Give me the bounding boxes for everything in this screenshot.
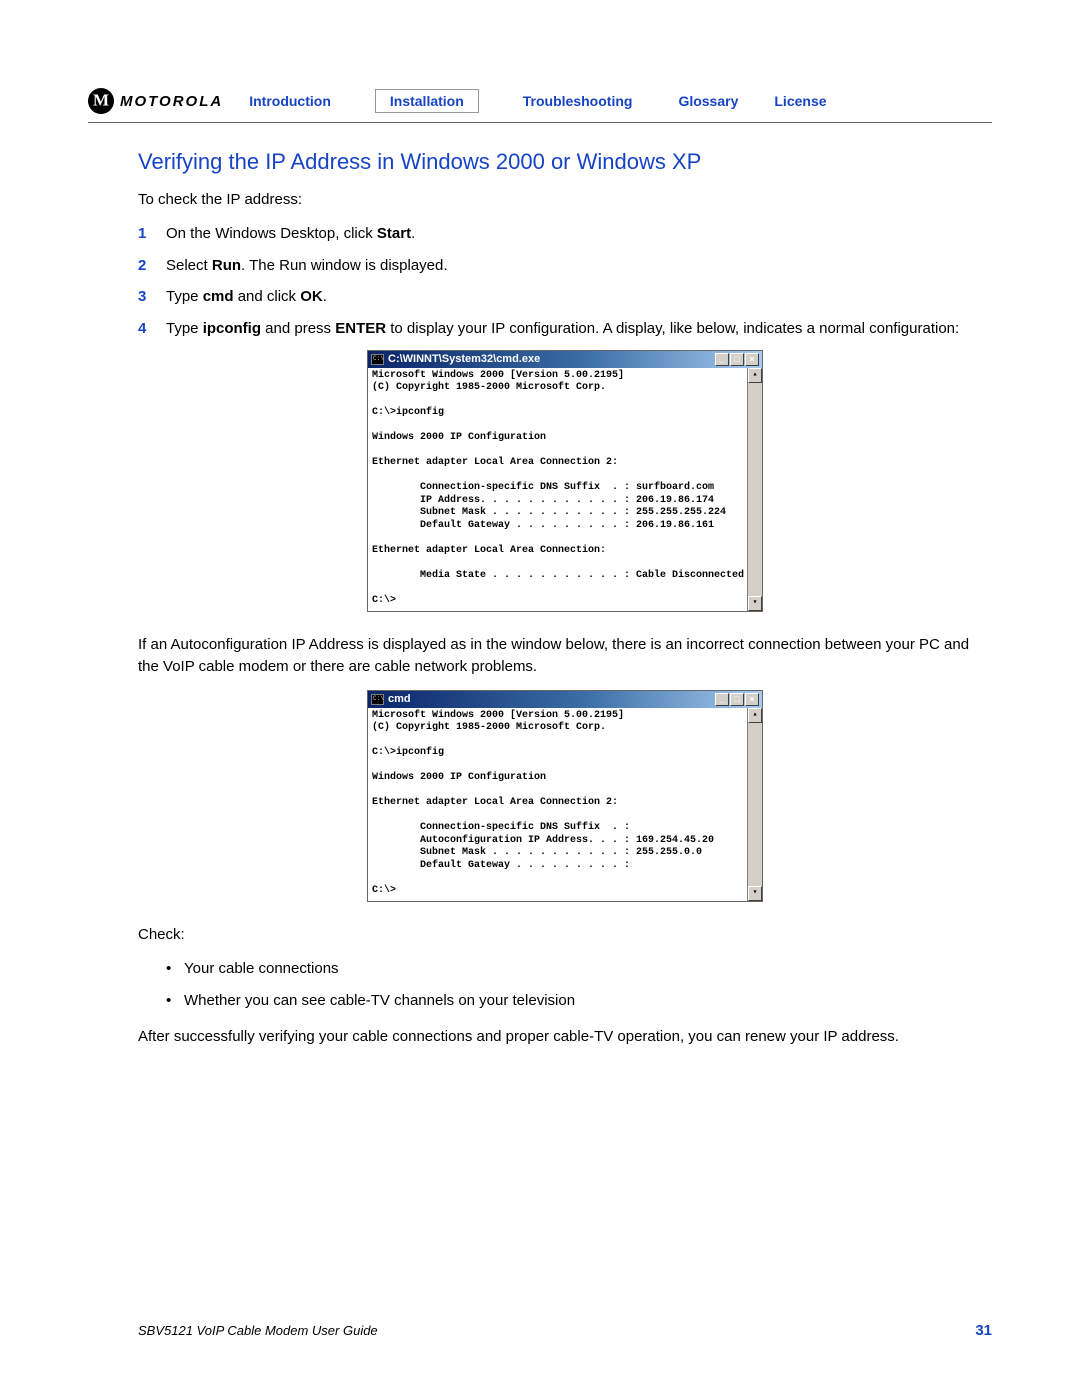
nav-glossary[interactable]: Glossary <box>676 93 740 109</box>
cmd-body: Microsoft Windows 2000 [Version 5.00.219… <box>368 708 762 902</box>
brand-name: MOTOROLA <box>120 93 223 110</box>
section-title: Verifying the IP Address in Windows 2000… <box>138 149 992 175</box>
cmd-body: Microsoft Windows 2000 [Version 5.00.219… <box>368 368 762 612</box>
nav-license[interactable]: License <box>772 93 828 109</box>
close-button[interactable]: × <box>745 353 759 366</box>
cmd-output: Microsoft Windows 2000 [Version 5.00.219… <box>368 368 747 612</box>
motorola-logo-icon <box>88 88 114 114</box>
scroll-up-button[interactable]: ▴ <box>748 368 762 383</box>
cmd-titlebar: C:\WINNT\System32\cmd.exe _ □ × <box>368 351 762 368</box>
step-number: 2 <box>138 255 152 277</box>
scroll-up-button[interactable]: ▴ <box>748 708 762 723</box>
check-label: Check: <box>138 924 992 946</box>
mid-paragraph: If an Autoconfiguration IP Address is di… <box>138 634 992 678</box>
page-header: MOTOROLA Introduction Installation Troub… <box>88 88 992 114</box>
scroll-down-button[interactable]: ▾ <box>748 596 762 611</box>
content-area: Verifying the IP Address in Windows 2000… <box>88 149 992 1047</box>
header-divider <box>88 122 992 123</box>
nav-introduction[interactable]: Introduction <box>247 93 333 109</box>
cmd-title-text: C:\WINNT\System32\cmd.exe <box>388 353 711 365</box>
window-buttons: _ □ × <box>715 693 759 706</box>
step-2: 2 Select Run. The Run window is displaye… <box>138 255 992 277</box>
footer-doc-title: SBV5121 VoIP Cable Modem User Guide <box>138 1323 378 1338</box>
window-buttons: _ □ × <box>715 353 759 366</box>
close-button[interactable]: × <box>745 693 759 706</box>
cmd-window-1: C:\WINNT\System32\cmd.exe _ □ × Microsof… <box>367 350 763 613</box>
step-text: Type cmd and click OK. <box>166 286 327 308</box>
check-item-2: Whether you can see cable-TV channels on… <box>166 990 992 1012</box>
footer-page-number: 31 <box>975 1322 992 1339</box>
scroll-down-button[interactable]: ▾ <box>748 886 762 901</box>
minimize-button[interactable]: _ <box>715 353 729 366</box>
cmd-icon <box>371 694 384 705</box>
document-page: MOTOROLA Introduction Installation Troub… <box>0 0 1080 1397</box>
step-4: 4 Type ipconfig and press ENTER to displ… <box>138 318 992 340</box>
step-text: Type ipconfig and press ENTER to display… <box>166 318 959 340</box>
cmd-icon <box>371 354 384 365</box>
intro-text: To check the IP address: <box>138 189 992 211</box>
scrollbar[interactable]: ▴ ▾ <box>747 708 762 902</box>
scrollbar[interactable]: ▴ ▾ <box>747 368 762 612</box>
step-text: On the Windows Desktop, click Start. <box>166 223 415 245</box>
step-number: 4 <box>138 318 152 340</box>
minimize-button[interactable]: _ <box>715 693 729 706</box>
step-number: 3 <box>138 286 152 308</box>
closing-paragraph: After successfully verifying your cable … <box>138 1026 992 1048</box>
step-1: 1 On the Windows Desktop, click Start. <box>138 223 992 245</box>
step-3: 3 Type cmd and click OK. <box>138 286 992 308</box>
cmd-output: Microsoft Windows 2000 [Version 5.00.219… <box>368 708 747 902</box>
cmd-title-text: cmd <box>388 693 711 705</box>
nav-installation-tab[interactable]: Installation <box>375 89 479 113</box>
cmd-window-2: cmd _ □ × Microsoft Windows 2000 [Versio… <box>367 690 763 903</box>
step-number: 1 <box>138 223 152 245</box>
step-text: Select Run. The Run window is displayed. <box>166 255 448 277</box>
maximize-button[interactable]: □ <box>730 693 744 706</box>
page-footer: SBV5121 VoIP Cable Modem User Guide 31 <box>88 1322 992 1339</box>
check-item-1: Your cable connections <box>166 958 992 980</box>
check-list: Your cable connections Whether you can s… <box>138 958 992 1012</box>
nav-troubleshooting[interactable]: Troubleshooting <box>521 93 635 109</box>
steps-list: 1 On the Windows Desktop, click Start. 2… <box>138 223 992 340</box>
cmd-titlebar: cmd _ □ × <box>368 691 762 708</box>
maximize-button[interactable]: □ <box>730 353 744 366</box>
